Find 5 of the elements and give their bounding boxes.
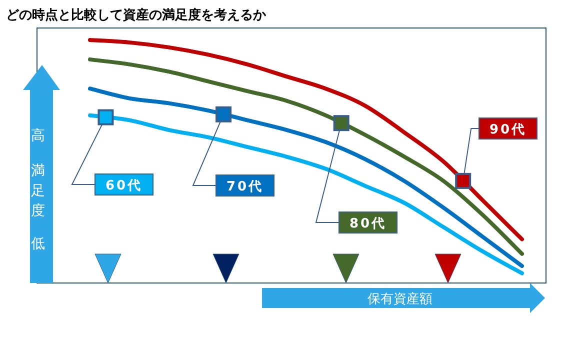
y-axis-title: 満足度	[31, 163, 45, 219]
annotation: 低	[31, 236, 45, 252]
annotation: 高	[31, 128, 45, 144]
x-axis-title: 保有資産額	[368, 291, 432, 307]
chart-title: どの時点と比較して資産の満足度を考えるか	[6, 7, 267, 23]
